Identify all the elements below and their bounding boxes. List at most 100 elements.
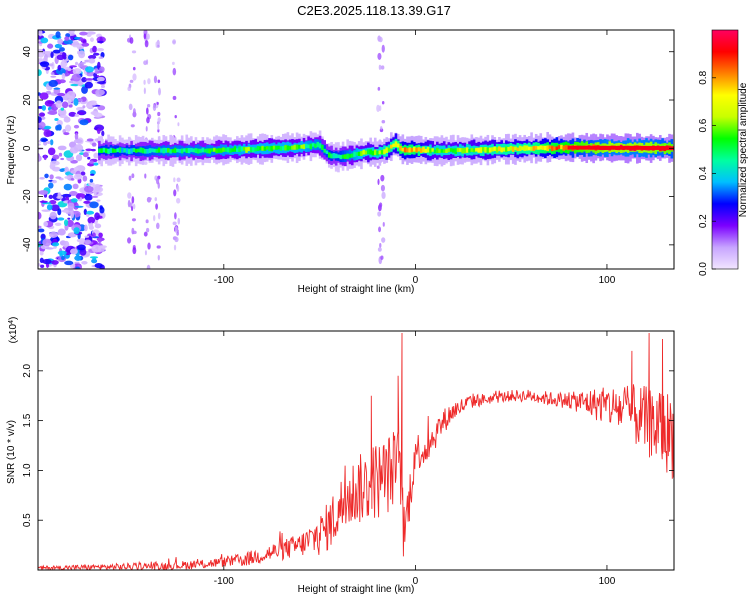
heatmap-streak-cell xyxy=(146,59,149,65)
heatmap-noise-cell xyxy=(59,47,65,52)
heatmap-noise-cell xyxy=(89,222,94,229)
heatmap-noise-cell xyxy=(98,232,103,238)
heatmap-noise-cell xyxy=(91,142,97,147)
heatmap-streak-cell xyxy=(380,126,383,130)
heatmap-peak-cell xyxy=(628,145,632,150)
heatmap-ridge-cell xyxy=(364,150,368,155)
heatmap-streak-cell xyxy=(147,104,151,108)
heatmap-peak-cell xyxy=(575,145,578,150)
snr-multiplier-exp: 4 xyxy=(8,320,15,324)
heatmap-ridge-cell xyxy=(456,147,460,153)
heatmap-ridge-cell xyxy=(282,146,285,151)
heatmap-ridge-cell xyxy=(176,148,179,153)
heatmap-ridge-cell xyxy=(144,149,147,154)
heatmap-peak-cell xyxy=(655,146,658,150)
heatmap-ridge-cell xyxy=(293,144,297,150)
heatmap-noise-cell xyxy=(74,132,79,141)
heatmap-ridge-cell xyxy=(259,146,262,151)
heatmap-noise-cell xyxy=(85,66,94,73)
snr-x-tick-label: 0 xyxy=(413,576,419,587)
heatmap-noise-cell xyxy=(56,54,65,61)
heatmap-ridge-cell xyxy=(233,146,237,152)
heatmap-streak-cell xyxy=(143,231,148,237)
heatmap-streak-cell xyxy=(157,111,161,117)
heatmap-ridge-cell xyxy=(201,147,205,153)
heatmap-noise-cell xyxy=(94,185,101,192)
heatmap-peak-cell xyxy=(657,146,660,150)
heatmap-ridge-cell xyxy=(498,146,501,152)
heatmap-noise-cell xyxy=(94,262,103,269)
heatmap-noise-cell xyxy=(68,111,77,117)
heatmap-streak-cell xyxy=(128,103,133,111)
heatmap-ridge-cell xyxy=(300,144,303,149)
heatmap-noise-cell xyxy=(86,33,92,38)
heatmap-streak-cell xyxy=(127,86,131,92)
heatmap-ridge-cell xyxy=(254,147,258,152)
heatmap-ridge-cell xyxy=(226,147,230,153)
heatmap-ridge-cell xyxy=(146,148,149,154)
heatmap-ridge-cell xyxy=(118,147,122,153)
heatmap-noise-cell xyxy=(38,147,44,150)
heatmap-noise-cell xyxy=(97,81,106,85)
heatmap-peak-cell xyxy=(609,145,612,150)
heatmap-ridge-cell xyxy=(376,150,379,156)
heatmap-ridge-cell xyxy=(413,146,416,152)
heatmap-ridge-cell xyxy=(307,144,310,149)
heatmap-ridge-cell xyxy=(311,142,315,147)
heatmap-ridge-cell xyxy=(153,148,156,153)
heatmap-noise-cell xyxy=(60,60,68,67)
heatmap-noise-cell xyxy=(93,152,100,159)
heatmap-peak-cell xyxy=(588,145,591,150)
heatmap-ridge-cell xyxy=(139,147,143,153)
heatmap-peak-cell xyxy=(636,145,639,150)
heatmap-streak-cell xyxy=(143,87,146,95)
heatmap-streak-cell xyxy=(127,192,132,199)
colorbar-ticks: 0.0 0.2 0.4 0.6 0.8 xyxy=(698,70,716,276)
heatmap-peak-cell xyxy=(667,146,670,151)
heatmap-ridge-cell xyxy=(199,148,202,153)
heatmap-ridge-cell xyxy=(530,146,533,151)
heatmap-ridge-cell xyxy=(167,148,170,153)
heatmap-noise-cell xyxy=(99,205,103,210)
heatmap-peak-cell xyxy=(648,145,651,150)
heatmap-ridge-cell xyxy=(500,147,503,153)
snr-x-tick-label: 100 xyxy=(599,576,616,587)
heatmap-noise-cell xyxy=(70,177,75,181)
heatmap-ridge-cell xyxy=(327,152,331,158)
heatmap-ridge-cell xyxy=(472,148,476,153)
heatmap-ridge-cell xyxy=(114,149,117,153)
heatmap-ridge-cell xyxy=(516,147,520,152)
heatmap-noise-cell xyxy=(82,175,88,182)
heatmap-ridge-cell xyxy=(484,147,487,153)
heatmap-noise-cell xyxy=(96,199,101,202)
heatmap-ridge-cell xyxy=(362,149,366,155)
heatmap-streak-cell xyxy=(172,221,177,226)
heatmap-noise-cell xyxy=(76,193,81,200)
spectrogram-x-tick-label: 100 xyxy=(599,275,616,286)
heatmap-noise-cell xyxy=(57,92,66,97)
heatmap-streak-cell xyxy=(144,161,148,165)
heatmap-noise-cell xyxy=(57,192,62,198)
heatmap-noise-cell xyxy=(92,52,100,56)
colorbar: 0.0 0.2 0.4 0.6 0.8 Normalized spectral ampl… xyxy=(698,29,749,276)
snr-y-tick-label: 1.5 xyxy=(22,413,33,427)
heatmap-noise-cell xyxy=(82,152,89,158)
spectrogram-x-label: Height of straight line (km) xyxy=(298,284,415,295)
heatmap-streak-cell xyxy=(377,86,381,91)
heatmap-noise-cell xyxy=(75,266,80,269)
heatmap-noise-cell xyxy=(48,63,54,67)
heatmap-streak-cell xyxy=(174,226,178,234)
heatmap-noise-cell xyxy=(94,223,102,229)
heatmap-ridge-cell xyxy=(102,147,106,153)
colorbar-tick-label: 0.6 xyxy=(698,118,709,132)
heatmap-ridge-cell xyxy=(132,147,136,153)
heatmap-ridge-cell xyxy=(468,148,471,153)
heatmap-noise-cell xyxy=(49,139,54,146)
heatmap-ridge-cell xyxy=(350,153,354,158)
heatmap-noise-cell xyxy=(43,141,48,146)
heatmap-peak-cell xyxy=(625,145,628,150)
heatmap-ridge-cell xyxy=(277,145,281,150)
heatmap-noise-cell xyxy=(51,179,57,184)
heatmap-streak-cell xyxy=(145,125,148,132)
